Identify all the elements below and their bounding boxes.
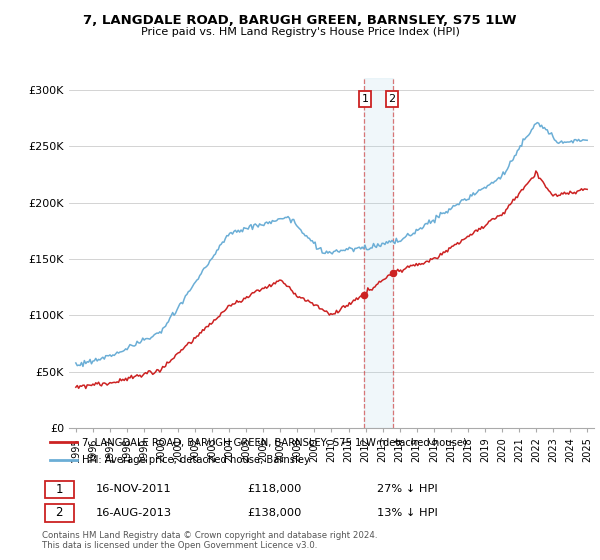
Text: 1: 1 (361, 94, 368, 104)
Bar (364, 78, 393, 428)
Text: Contains HM Land Registry data © Crown copyright and database right 2024.
This d: Contains HM Land Registry data © Crown c… (42, 531, 377, 550)
Text: 7, LANGDALE ROAD, BARUGH GREEN, BARNSLEY, S75 1LW: 7, LANGDALE ROAD, BARUGH GREEN, BARNSLEY… (83, 14, 517, 27)
Text: Price paid vs. HM Land Registry's House Price Index (HPI): Price paid vs. HM Land Registry's House … (140, 27, 460, 37)
Text: HPI: Average price, detached house, Barnsley: HPI: Average price, detached house, Barn… (83, 455, 310, 465)
Text: £138,000: £138,000 (247, 508, 302, 518)
Text: 16-NOV-2011: 16-NOV-2011 (96, 484, 172, 494)
FancyBboxPatch shape (45, 480, 74, 498)
Text: 16-AUG-2013: 16-AUG-2013 (96, 508, 172, 518)
Text: 13% ↓ HPI: 13% ↓ HPI (377, 508, 437, 518)
FancyBboxPatch shape (45, 504, 74, 522)
Text: 7, LANGDALE ROAD, BARUGH GREEN, BARNSLEY, S75 1LW (detached house): 7, LANGDALE ROAD, BARUGH GREEN, BARNSLEY… (83, 437, 467, 447)
Text: £118,000: £118,000 (247, 484, 302, 494)
Text: 1: 1 (56, 483, 63, 496)
Text: 27% ↓ HPI: 27% ↓ HPI (377, 484, 437, 494)
Text: 2: 2 (56, 506, 63, 520)
Text: 2: 2 (388, 94, 395, 104)
